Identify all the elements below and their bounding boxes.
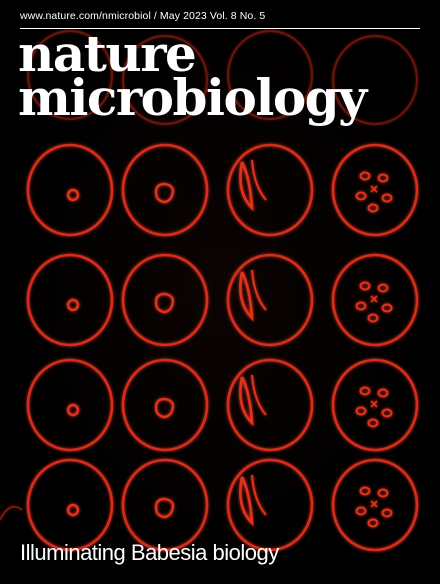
header-rule: [20, 28, 420, 29]
parasite-tetrad-body: [355, 406, 367, 416]
faded-cell-outline: [331, 34, 419, 126]
parasite-tetrad-body: [355, 506, 367, 516]
red-blood-cell-outline: [26, 358, 114, 452]
red-blood-cell-outline: [226, 253, 314, 347]
parasite-tetrad-body: [381, 408, 393, 418]
masthead-word-nature: nature: [18, 24, 197, 83]
faded-cell-outline: [226, 29, 314, 121]
parasite-ring: [66, 503, 80, 517]
parasite-crescent: [239, 271, 254, 322]
parasite-tetrad-body: [359, 171, 371, 181]
parasite-crescent: [239, 376, 254, 427]
parasite-crescent: [239, 476, 254, 527]
edge-streak: [0, 505, 23, 521]
parasite-tetrad-body: [377, 283, 389, 293]
parasite-pair: [154, 497, 175, 519]
masthead-word-microbiology: microbiology: [18, 68, 367, 127]
parasite-ring: [66, 403, 80, 417]
cover-story-headline: Illuminating Babesia biology: [20, 540, 279, 565]
red-blood-cell-outline: [226, 143, 314, 237]
parasite-crescent-inner: [251, 474, 267, 516]
red-blood-cell-outline: [26, 458, 114, 552]
red-blood-cell-outline: [26, 253, 114, 347]
red-blood-cell-outline: [226, 358, 314, 452]
parasite-tetrad-body: [359, 281, 371, 291]
parasite-tetrad-body: [367, 418, 379, 428]
parasite-tetrad-center: [370, 500, 378, 508]
journal-issue-line: www.nature.com/nmicrobiol / May 2023 Vol…: [20, 10, 266, 22]
red-blood-cell-outline: [226, 458, 314, 552]
journal-masthead: nature microbiology: [18, 24, 367, 127]
parasite-tetrad-center: [370, 295, 378, 303]
parasite-crescent-inner: [251, 159, 267, 201]
parasite-pair: [154, 182, 175, 204]
parasite-ring: [66, 188, 80, 202]
parasite-tetrad-body: [355, 191, 367, 201]
parasite-tetrad-body: [367, 203, 379, 213]
parasite-crescent-inner: [251, 374, 267, 416]
parasite-tetrad-center: [370, 400, 378, 408]
parasite-tetrad-body: [359, 386, 371, 396]
red-blood-cell-outline: [331, 253, 419, 347]
parasite-tetrad-center: [370, 185, 378, 193]
parasite-tetrad-body: [355, 301, 367, 311]
red-blood-cell-outline: [26, 143, 114, 237]
red-blood-cell-outline: [331, 458, 419, 552]
parasite-ring: [66, 298, 80, 312]
red-blood-cell-outline: [121, 143, 209, 237]
parasite-tetrad-body: [359, 486, 371, 496]
red-blood-cell-outline: [331, 358, 419, 452]
red-blood-cell-outline: [121, 458, 209, 552]
parasite-tetrad-body: [377, 173, 389, 183]
red-blood-cell-outline: [121, 253, 209, 347]
parasite-tetrad-body: [377, 488, 389, 498]
parasite-tetrad-body: [381, 193, 393, 203]
red-blood-cell-outline: [121, 358, 209, 452]
parasite-pair: [154, 292, 175, 314]
parasite-tetrad-body: [381, 508, 393, 518]
faded-cell-outline: [121, 34, 209, 126]
parasite-tetrad-body: [381, 303, 393, 313]
parasite-tetrad-body: [377, 388, 389, 398]
parasite-crescent-inner: [251, 269, 267, 311]
parasite-pair: [154, 397, 175, 419]
parasite-tetrad-body: [367, 313, 379, 323]
parasite-tetrad-body: [367, 518, 379, 528]
red-blood-cell-outline: [331, 143, 419, 237]
parasite-crescent: [239, 161, 254, 212]
faded-cell-outline: [26, 29, 114, 121]
